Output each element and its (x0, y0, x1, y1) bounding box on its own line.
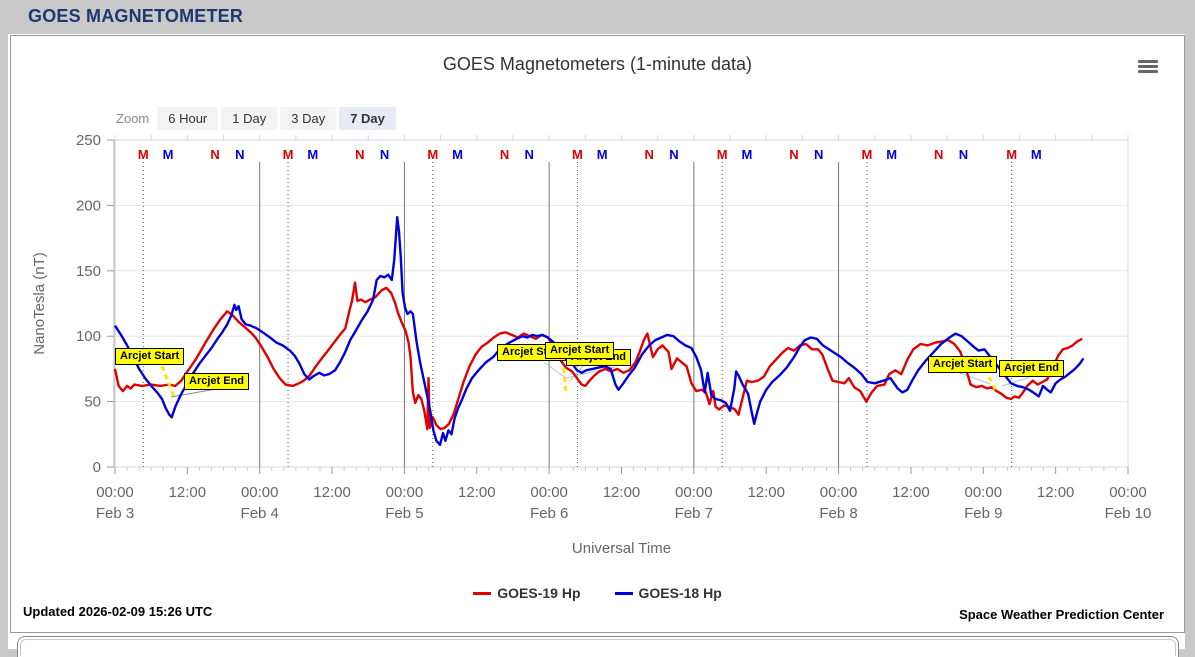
legend-label-goes18: GOES-18 Hp (638, 585, 722, 601)
page-title: GOES MAGNETOMETER (28, 6, 244, 26)
arcjet-annotation: Arcjet End (999, 360, 1065, 377)
legend-label-goes19: GOES-19 Hp (497, 585, 581, 601)
legend-item-goes18[interactable]: GOES-18 Hp (614, 585, 722, 601)
arcjet-annotation: Arcjet End (184, 373, 250, 390)
zoom-button-7day[interactable]: 7 Day (339, 106, 396, 130)
zoom-label: Zoom (116, 110, 150, 126)
chart-panel: GOES Magnetometers (1-minute data) Zoom … (10, 35, 1185, 633)
arcjet-annotation: Arcjet Start (928, 356, 998, 373)
chart-title: GOES Magnetometers (1-minute data) (442, 54, 753, 74)
zoom-range-selector: Zoom 6 Hour 1 Day 3 Day 7 Day (116, 106, 399, 130)
page-header-bar: GOES MAGNETOMETER (0, 0, 1195, 34)
source-attribution: Space Weather Prediction Center (959, 607, 1164, 622)
zoom-button-6hour[interactable]: 6 Hour (157, 106, 219, 130)
legend-swatch-goes19 (473, 591, 492, 595)
legend-swatch-goes18 (614, 591, 633, 595)
hamburger-menu-icon[interactable] (1138, 60, 1158, 74)
zoom-button-3day[interactable]: 3 Day (280, 106, 337, 130)
arcjet-annotation: Arcjet Start (115, 348, 185, 365)
next-panel-top-edge (17, 636, 1179, 657)
zoom-button-1day[interactable]: 1 Day (221, 106, 278, 130)
updated-timestamp: Updated 2026-02-09 15:26 UTC (23, 604, 213, 619)
chart-legend: GOES-19 Hp GOES-18 Hp (11, 585, 1184, 601)
legend-item-goes19[interactable]: GOES-19 Hp (473, 585, 581, 601)
arcjet-annotation: Arcjet Start (545, 342, 615, 359)
